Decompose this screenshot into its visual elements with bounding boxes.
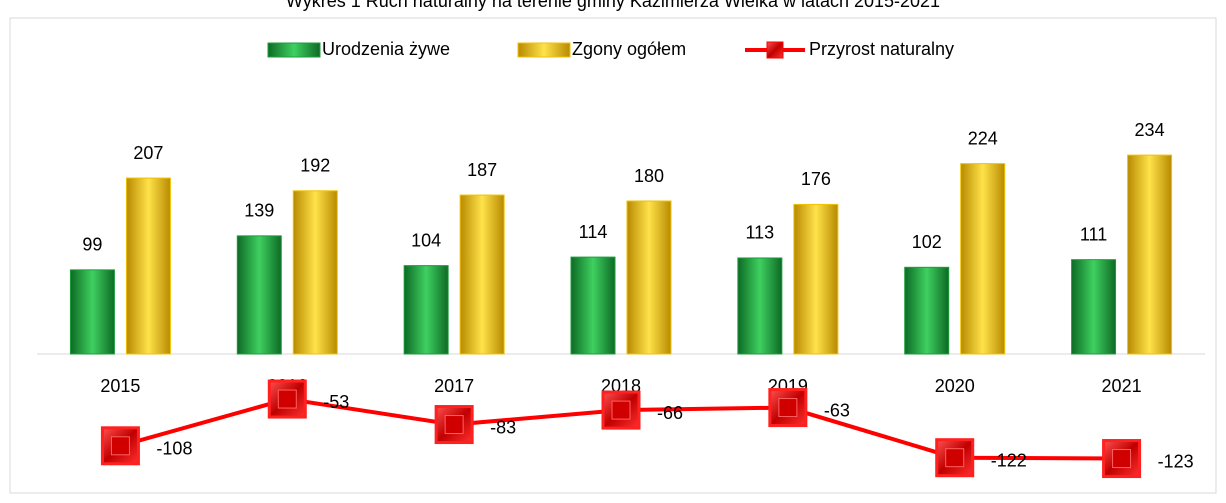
bar (69, 269, 115, 355)
data-label: 192 (300, 156, 330, 176)
bar (960, 163, 1006, 355)
bar (236, 235, 282, 355)
x-tick-label: 2015 (100, 376, 140, 396)
data-label: 139 (244, 201, 274, 221)
data-label: -83 (490, 417, 516, 437)
x-tick-label: 2017 (434, 376, 474, 396)
data-label: 114 (579, 222, 608, 242)
data-label: 180 (634, 166, 664, 186)
data-label: 111 (1080, 224, 1107, 244)
line-marker-inner (1112, 449, 1132, 469)
legend-label: Przyrost naturalny (809, 39, 954, 59)
line-marker (434, 405, 474, 445)
line-marker-inner (110, 436, 130, 456)
data-label: 224 (968, 128, 998, 148)
data-label: 99 (82, 235, 102, 255)
line-marker-inner (611, 400, 631, 420)
bar (403, 265, 449, 355)
x-tick-label: 2020 (935, 376, 975, 396)
legend-label: Urodzenia żywe (322, 39, 450, 59)
data-label: -66 (657, 403, 683, 423)
x-tick-label: 2021 (1102, 376, 1142, 396)
bar (292, 190, 338, 355)
line-marker-inner (444, 415, 464, 435)
data-label: 234 (1135, 120, 1165, 140)
bar (793, 203, 839, 355)
chart-title: Wykres 1 Ruch naturalny na terenie gminy… (286, 0, 940, 11)
bar (1071, 259, 1117, 355)
data-label: -63 (824, 400, 850, 420)
data-label: 104 (411, 230, 441, 250)
data-label: 176 (801, 169, 831, 189)
legend-swatch (267, 42, 321, 58)
data-label: -108 (156, 439, 192, 459)
data-label: 207 (133, 143, 163, 163)
bar (1127, 154, 1173, 355)
bar (570, 256, 616, 355)
legend-marker (766, 41, 784, 59)
line-marker-inner (945, 448, 965, 468)
line-marker-inner (277, 389, 297, 409)
line-marker-inner (778, 398, 798, 418)
legend-swatch (517, 42, 571, 58)
data-label: -53 (323, 392, 349, 412)
bar (737, 257, 783, 355)
data-label: -122 (991, 450, 1027, 470)
data-label: 102 (912, 232, 942, 252)
bar (125, 177, 171, 355)
bar (626, 200, 672, 355)
bar (459, 194, 505, 355)
data-label: 113 (746, 223, 775, 243)
data-label: -123 (1158, 451, 1194, 471)
legend-label: Zgony ogółem (572, 39, 686, 59)
bar (904, 266, 950, 355)
data-label: 187 (467, 160, 497, 180)
